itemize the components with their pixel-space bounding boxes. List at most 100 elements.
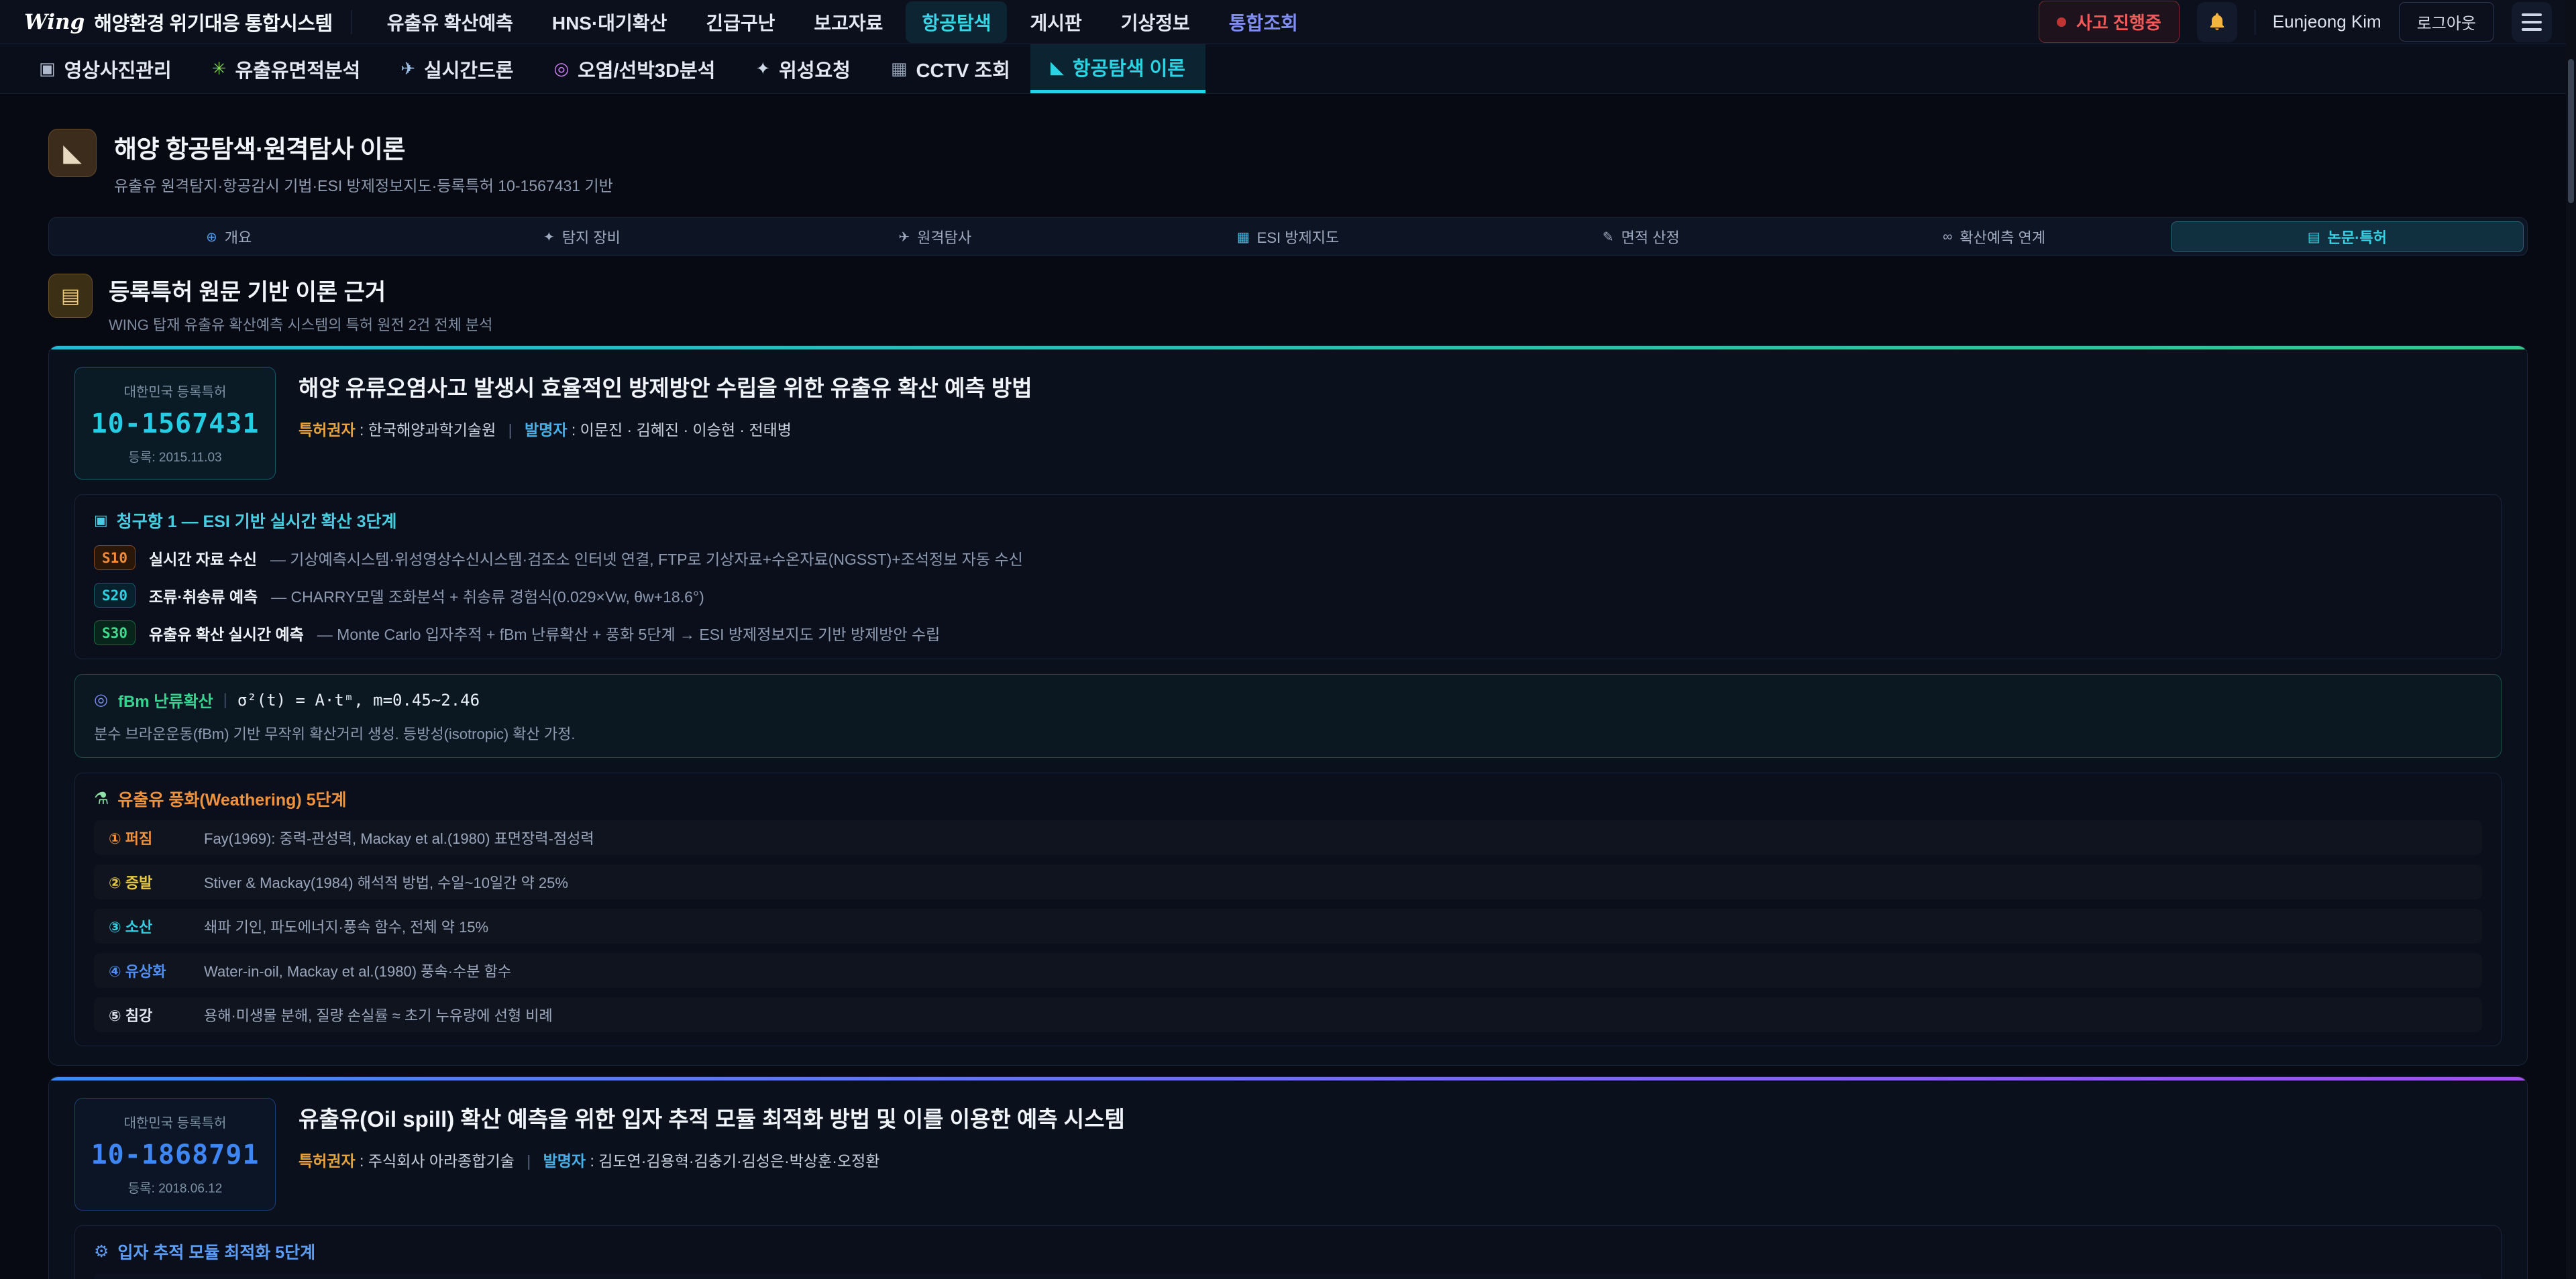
tab-papers-patents[interactable]: ▤ 논문·특허 <box>2170 221 2524 252</box>
patent-card-1567431: 대한민국 등록특허 10-1567431 등록: 2015.11.03 해양 유… <box>48 345 2528 1066</box>
tab-esi-map[interactable]: ▦ ESI 방제지도 <box>1112 221 1464 252</box>
claim-row-s10: S10 실시간 자료 수신 — 기상예측시스템·위성영상수신시스템·검조소 인터… <box>94 545 2482 570</box>
notifications-button[interactable] <box>2196 1 2237 42</box>
triangle-ruler-icon: ◣ <box>48 129 97 177</box>
steps-heading: ⚙ 입자 추적 모듈 최적화 5단계 <box>94 1239 2482 1264</box>
nav-item-aerial-search[interactable]: 항공탐색 <box>906 1 1008 43</box>
vertical-scrollbar[interactable] <box>2566 0 2576 1279</box>
section-subtitle: WING 탑재 유출유 확산예측 시스템의 특허 원전 2건 전체 분석 <box>109 317 493 333</box>
nav-item-hns-diffusion[interactable]: HNS·대기확산 <box>551 12 667 34</box>
weathering-desc: Water-in-oil, Mackay et al.(1980) 풍속·수분 … <box>204 963 512 980</box>
patent-number: 10-1868791 <box>91 1139 260 1170</box>
tab-remote-sensing[interactable]: ✈ 원격탐사 <box>759 221 1112 252</box>
nav-item-integrated-search[interactable]: 통합조회 <box>1228 12 1298 34</box>
nav-item-spill-prediction[interactable]: 유출유 확산예측 <box>386 12 513 34</box>
patent-country-label: 대한민국 등록특허 <box>123 385 227 400</box>
wing-logo-icon: Wing <box>24 9 85 34</box>
weathering-heading: ⚗ 유출유 풍화(Weathering) 5단계 <box>94 787 2482 811</box>
tab-detection-equipment[interactable]: ✦ 탐지 장비 <box>405 221 758 252</box>
nav-item-reports[interactable]: 보고자료 <box>814 12 883 34</box>
weathering-row-emulsification: ④ 유상화 Water-in-oil, Mackay et al.(1980) … <box>94 953 2482 988</box>
tab-prediction-link[interactable]: ∞ 확산예측 연계 <box>1817 221 2170 252</box>
topnav-right: 사고 진행중 Eunjeong Kim 로그아웃 <box>2038 1 2552 43</box>
user-name: Eunjeong Kim <box>2272 11 2381 32</box>
photo-icon: ▣ <box>39 58 56 78</box>
fbm-name: fBm 난류확산 <box>117 693 213 711</box>
scrollbar-thumb[interactable] <box>2568 59 2574 203</box>
patent-reg-date: 등록: 2018.06.12 <box>127 1182 223 1196</box>
claim-row-s30: S30 유출유 확산 실시간 예측 — Monte Carlo 입자추적 + f… <box>94 620 2482 645</box>
weathering-desc: 쇄파 기인, 파도에너지·풍속 함수, 전체 약 15% <box>204 919 489 936</box>
nav-item-board[interactable]: 게시판 <box>1030 12 1082 34</box>
inventor-value: : 김도연·김용혁·김충기·김성은·박상훈·오정환 <box>590 1152 880 1170</box>
fbm-description: 분수 브라운운동(fBm) 기반 무작위 확산거리 생성. 등방성(isotro… <box>94 726 576 742</box>
owner-value: : 주식회사 아라종합기술 <box>360 1152 515 1170</box>
subnav-item-aerial-theory[interactable]: ◣ 항공탐색 이론 <box>1030 44 1205 93</box>
subnav-label: 영상사진관리 <box>64 60 172 82</box>
subnav-label: 유출유면적분석 <box>235 60 361 82</box>
subnav-item-area-analysis[interactable]: ✳ 유출유면적분석 <box>192 44 381 93</box>
owner-value: : 한국해양과학기술원 <box>360 421 496 439</box>
subnav-item-3d-analysis[interactable]: ◎ 오염/선박3D분석 <box>533 44 735 93</box>
patent-number-badge: 대한민국 등록특허 10-1567431 등록: 2015.11.03 <box>74 367 276 480</box>
tab-area-calculation[interactable]: ✎ 면적 산정 <box>1464 221 1817 252</box>
area-analysis-icon: ✳ <box>211 58 227 78</box>
cctv-icon: ▦ <box>890 58 908 78</box>
main-menu: 유출유 확산예측 HNS·대기확산 긴급구난 보고자료 항공탐색 게시판 기상정… <box>371 1 1314 43</box>
tab-label: 개요 <box>224 229 252 246</box>
fbm-separator: | <box>223 690 227 709</box>
top-navbar: Wing 해양환경 위기대응 통합시스템 유출유 확산예측 HNS·대기확산 긴… <box>0 0 2576 44</box>
subnav-label: 오염/선박3D분석 <box>578 60 716 82</box>
clipboard-icon: ▣ <box>94 512 108 529</box>
patent-number-badge: 대한민국 등록특허 10-1868791 등록: 2018.06.12 <box>74 1098 276 1211</box>
tab-overview[interactable]: ⊕ 개요 <box>52 221 405 252</box>
subnav-label: 실시간드론 <box>424 60 514 82</box>
page-subtitle: 유출유 원격탐지·항공감시 기법·ESI 방제정보지도·등록특허 10-1567… <box>114 177 613 194</box>
magnifier-3d-icon: ◎ <box>553 58 570 78</box>
claim-desc: — Monte Carlo 입자추적 + fBm 난류확산 + 풍화 5단계 →… <box>317 625 941 643</box>
step-badge-s20: S20 <box>94 583 136 608</box>
tab-label: 원격탐사 <box>917 229 972 246</box>
nav-item-rescue[interactable]: 긴급구난 <box>706 12 775 34</box>
page-content: ◣ 해양 항공탐색·원격탐사 이론 유출유 원격탐지·항공감시 기법·ESI 방… <box>0 129 2576 1279</box>
patent-head: 대한민국 등록특허 10-1868791 등록: 2018.06.12 유출유(… <box>74 1098 2502 1211</box>
owner-label: 특허권자 <box>299 1152 356 1170</box>
subnav-label: 위성요청 <box>779 60 851 82</box>
logout-button[interactable]: 로그아웃 <box>2398 2 2494 42</box>
step-row-a: (a) 뜰개 관측 + 예측자료 취득 : GPS 뜰개 투하 → 실제 이동경… <box>94 1273 2482 1279</box>
fbm-formula: σ²(t) = A·tᵐ, m=0.45~2.46 <box>237 690 480 710</box>
section-title: 등록특허 원문 기반 이론 근거 <box>109 280 386 305</box>
triangle-ruler-icon: ◣ <box>1050 56 1064 77</box>
incident-status-badge[interactable]: 사고 진행중 <box>2038 1 2180 43</box>
step-badge-s30: S30 <box>94 620 136 645</box>
owner-label: 특허권자 <box>299 421 356 439</box>
patent-country-label: 대한민국 등록특허 <box>123 1116 227 1131</box>
optimization-steps-box: ⚙ 입자 추적 모듈 최적화 5단계 (a) 뜰개 관측 + 예측자료 취득 :… <box>74 1225 2502 1279</box>
weathering-desc: 용해·미생물 분해, 질량 손실률 ≈ 초기 누유량에 선형 비례 <box>204 1007 553 1024</box>
patent-number: 10-1567431 <box>91 408 260 439</box>
tab-label: 논문·특허 <box>2327 229 2387 246</box>
tab-label: ESI 방제지도 <box>1256 229 1340 246</box>
page-title: 해양 항공탐색·원격탐사 이론 <box>114 135 405 163</box>
subnav-item-cctv[interactable]: ▦ CCTV 조회 <box>871 44 1030 93</box>
hamburger-icon <box>2522 13 2542 31</box>
claim-name: 실시간 자료 수신 <box>149 550 257 568</box>
menu-button[interactable] <box>2512 1 2552 42</box>
subnav-item-photo-management[interactable]: ▣ 영상사진관리 <box>19 44 192 93</box>
tab-label: 확산예측 연계 <box>1960 229 2045 246</box>
patent-title: 유출유(Oil spill) 확산 예측을 위한 입자 추적 모듈 최적화 방법… <box>299 1107 1125 1131</box>
weathering-row-spreading: ① 퍼짐 Fay(1969): 중력-관성력, Mackay et al.(19… <box>94 820 2482 855</box>
satellite-icon: ✦ <box>755 58 771 78</box>
subnav-item-realtime-drone[interactable]: ✈ 실시간드론 <box>380 44 533 93</box>
subnav-item-satellite-request[interactable]: ✦ 위성요청 <box>735 44 871 93</box>
step-badge-s10: S10 <box>94 545 136 570</box>
subnav-label: 항공탐색 이론 <box>1072 58 1185 80</box>
incident-dot-icon <box>2056 17 2066 27</box>
drone-icon: ✈ <box>400 58 416 78</box>
subnav-label: CCTV 조회 <box>916 60 1010 82</box>
nav-item-weather[interactable]: 기상정보 <box>1120 12 1190 34</box>
claim-row-s20: S20 조류·취송류 예측 — CHARRY모델 조화분석 + 취송류 경험식(… <box>94 583 2482 608</box>
patent-reg-date: 등록: 2015.11.03 <box>128 451 222 465</box>
weathering-stage: ① 퍼짐 <box>109 830 153 847</box>
books-icon: ▤ <box>2307 229 2320 245</box>
